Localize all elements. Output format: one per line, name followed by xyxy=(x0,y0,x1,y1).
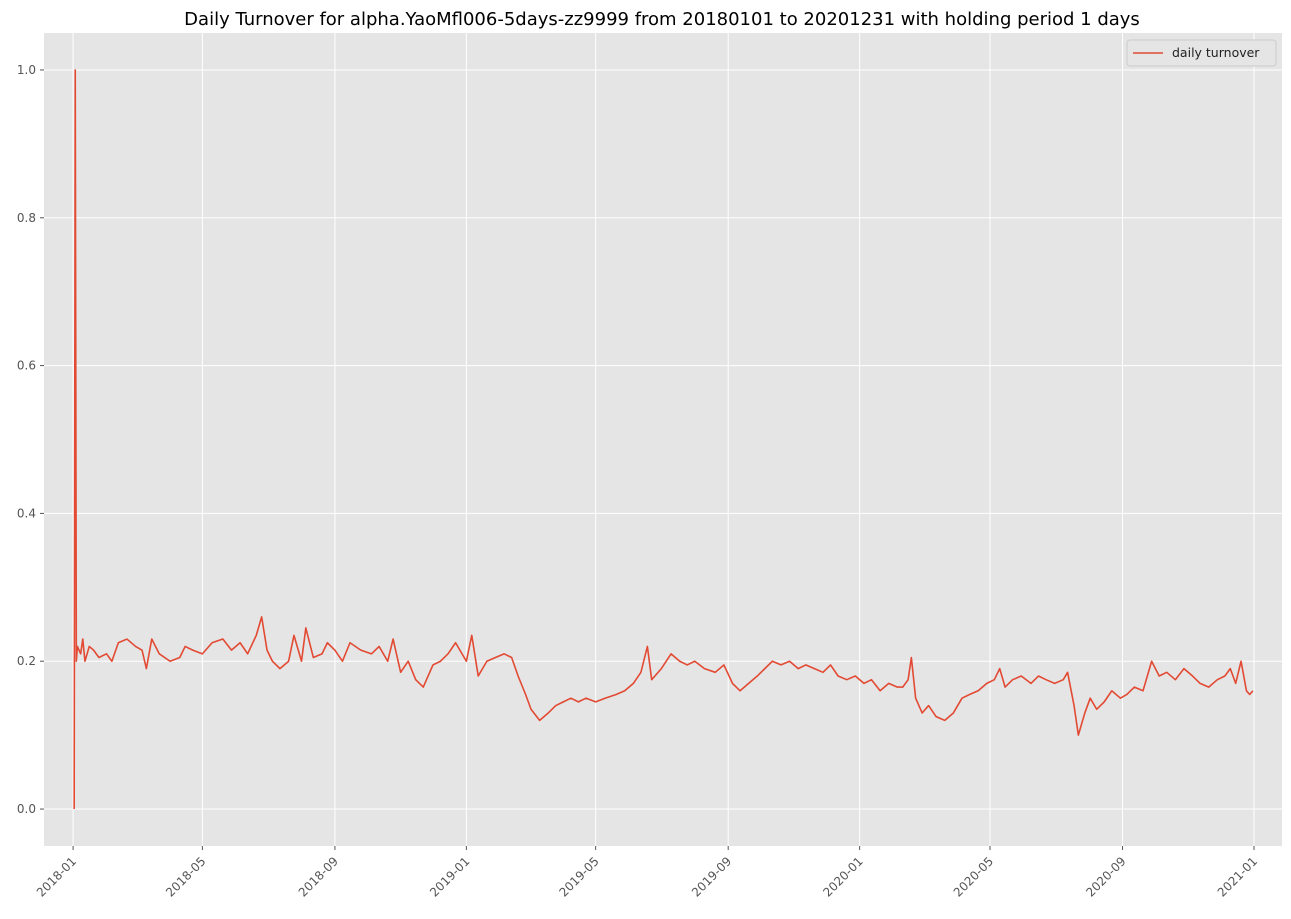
y-tick-label: 0.4 xyxy=(17,506,36,520)
y-axis: 0.0 0.2 0.4 0.6 0.8 1.0 xyxy=(17,63,44,816)
legend-box xyxy=(1126,39,1277,67)
series-line-daily-turnover xyxy=(73,69,1254,810)
series-layer xyxy=(73,69,1254,810)
grid-lines xyxy=(44,33,1282,846)
plot-area xyxy=(44,33,1282,846)
y-tick-label: 0.2 xyxy=(17,654,36,668)
y-tick-label: 0.0 xyxy=(17,802,36,816)
legend-label-daily-turnover: daily turnover xyxy=(1172,45,1260,60)
chart-title: Daily Turnover for alpha.YaoMfl006-5days… xyxy=(184,9,1140,30)
legend: daily turnover xyxy=(1126,39,1277,67)
y-tick-label: 0.6 xyxy=(17,359,36,373)
y-tick-label: 1.0 xyxy=(17,63,36,77)
y-tick-label: 0.8 xyxy=(17,211,36,225)
